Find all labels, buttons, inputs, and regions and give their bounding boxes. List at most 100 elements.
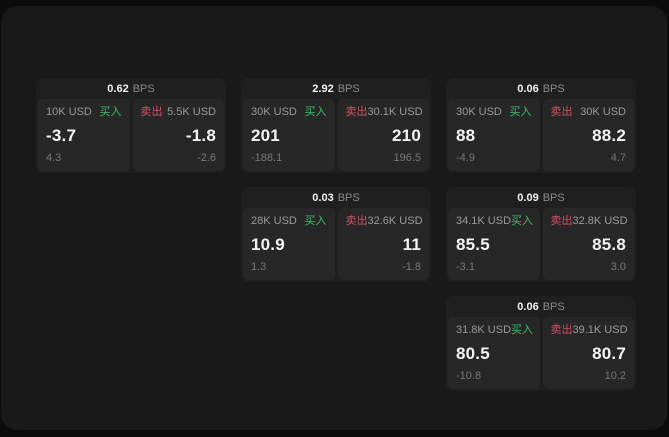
sell-top-row: 卖出 5.5K USD — [141, 106, 217, 119]
buy-side-label: 买入 — [99, 106, 122, 118]
buy-delta: -10.8 — [456, 370, 482, 382]
sell-side-label: 卖出 — [345, 106, 368, 118]
buy-delta: 1.3 — [251, 261, 267, 273]
buy-price: 10.9 — [251, 234, 285, 254]
buy-top-row: 30K USD 买入 — [251, 106, 327, 119]
bps-quote-card: 0.62 BPS 10K USD 买入 -3.7 4.3 卖出 5.5K USD… — [36, 78, 226, 173]
card-body: 31.8K USD 买入 80.5 -10.8 卖出 39.1K USD 80.… — [448, 317, 634, 389]
buy-notional: 34.1K USD — [456, 215, 512, 227]
card-header: 0.62 BPS — [38, 80, 224, 99]
quote-grid: 0.62 BPS 10K USD 买入 -3.7 4.3 卖出 5.5K USD… — [36, 78, 636, 391]
bps-value: 0.09 — [517, 192, 539, 204]
sell-price: 80.7 — [592, 343, 626, 363]
bps-unit-label: BPS — [337, 192, 360, 204]
buy-quote-panel[interactable]: 28K USD 买入 10.9 1.3 — [243, 208, 335, 280]
buy-notional: 31.8K USD — [456, 324, 512, 336]
bps-unit-label: BPS — [337, 83, 360, 95]
bps-unit-label: BPS — [132, 83, 155, 95]
sell-quote-panel[interactable]: 卖出 32.6K USD 11 -1.8 — [337, 208, 429, 280]
bps-quote-card: 2.92 BPS 30K USD 买入 201 -188.1 卖出 30.1K … — [241, 78, 431, 173]
bps-unit-label: BPS — [542, 83, 565, 95]
card-body: 28K USD 买入 10.9 1.3 卖出 32.6K USD 11 -1.8 — [243, 208, 429, 280]
sell-notional: 5.5K USD — [167, 106, 216, 118]
card-header: 0.06 BPS — [448, 80, 634, 99]
sell-top-row: 卖出 39.1K USD — [550, 324, 628, 337]
sell-quote-panel[interactable]: 卖出 39.1K USD 80.7 10.2 — [542, 317, 634, 389]
buy-notional: 30K USD — [456, 106, 502, 118]
buy-top-row: 28K USD 买入 — [251, 215, 327, 228]
bps-quote-card: 0.03 BPS 28K USD 买入 10.9 1.3 卖出 32.6K US… — [241, 187, 431, 282]
sell-top-row: 卖出 30.1K USD — [345, 106, 423, 119]
bps-quote-card: 0.09 BPS 34.1K USD 买入 85.5 -3.1 卖出 32.8K… — [446, 187, 636, 282]
buy-notional: 28K USD — [251, 215, 297, 227]
sell-notional: 32.6K USD — [367, 215, 423, 227]
sell-quote-panel[interactable]: 卖出 32.8K USD 85.8 3.0 — [542, 208, 634, 280]
buy-quote-panel[interactable]: 30K USD 买入 201 -188.1 — [243, 99, 335, 171]
sell-side-label: 卖出 — [345, 215, 368, 227]
buy-side-label: 买入 — [304, 106, 327, 118]
buy-top-row: 31.8K USD 买入 — [456, 324, 534, 337]
buy-delta: -4.9 — [456, 152, 475, 164]
sell-notional: 32.8K USD — [572, 215, 628, 227]
buy-price: 88 — [456, 125, 476, 145]
sell-price: 210 — [392, 125, 421, 145]
bps-value: 0.03 — [312, 192, 334, 204]
sell-notional: 39.1K USD — [572, 324, 628, 336]
sell-delta: 3.0 — [610, 261, 626, 273]
buy-delta: -3.1 — [456, 261, 475, 273]
buy-side-label: 买入 — [511, 324, 534, 336]
buy-delta: 4.3 — [46, 152, 62, 164]
sell-price: -1.8 — [185, 125, 216, 145]
buy-side-label: 买入 — [511, 215, 534, 227]
buy-top-row: 30K USD 买入 — [456, 106, 532, 119]
buy-top-row: 10K USD 买入 — [46, 106, 122, 119]
sell-delta: 4.7 — [610, 152, 626, 164]
sell-quote-panel[interactable]: 卖出 30K USD 88.2 4.7 — [542, 99, 634, 171]
bps-unit-label: BPS — [542, 192, 565, 204]
bps-value: 0.06 — [517, 83, 539, 95]
sell-delta: 196.5 — [393, 152, 421, 164]
card-body: 30K USD 买入 201 -188.1 卖出 30.1K USD 210 1… — [243, 99, 429, 171]
sell-quote-panel[interactable]: 卖出 5.5K USD -1.8 -2.6 — [132, 99, 224, 171]
sell-top-row: 卖出 32.6K USD — [345, 215, 423, 228]
sell-side-label: 卖出 — [550, 106, 573, 118]
sell-quote-panel[interactable]: 卖出 30.1K USD 210 196.5 — [337, 99, 429, 171]
sell-price: 85.8 — [592, 234, 626, 254]
card-header: 0.03 BPS — [243, 189, 429, 208]
bps-unit-label: BPS — [542, 301, 565, 313]
sell-top-row: 卖出 30K USD — [551, 106, 627, 119]
card-body: 34.1K USD 买入 85.5 -3.1 卖出 32.8K USD 85.8… — [448, 208, 634, 280]
card-body: 10K USD 买入 -3.7 4.3 卖出 5.5K USD -1.8 -2.… — [38, 99, 224, 171]
buy-side-label: 买入 — [509, 106, 532, 118]
bps-value: 2.92 — [312, 83, 334, 95]
buy-quote-panel[interactable]: 31.8K USD 买入 80.5 -10.8 — [448, 317, 540, 389]
quotes-panel: 0.62 BPS 10K USD 买入 -3.7 4.3 卖出 5.5K USD… — [1, 6, 667, 430]
bps-value: 0.06 — [517, 301, 539, 313]
buy-notional: 30K USD — [251, 106, 297, 118]
buy-price: 201 — [251, 125, 280, 145]
buy-side-label: 买入 — [304, 215, 327, 227]
buy-delta: -188.1 — [251, 152, 283, 164]
sell-side-label: 卖出 — [140, 106, 163, 118]
sell-delta: -2.6 — [197, 152, 216, 164]
card-header: 0.06 BPS — [448, 298, 634, 317]
buy-price: -3.7 — [46, 125, 77, 145]
sell-side-label: 卖出 — [550, 324, 573, 336]
sell-delta: 10.2 — [604, 370, 626, 382]
buy-price: 80.5 — [456, 343, 490, 363]
buy-notional: 10K USD — [46, 106, 92, 118]
card-header: 0.09 BPS — [448, 189, 634, 208]
buy-top-row: 34.1K USD 买入 — [456, 215, 534, 228]
sell-price: 11 — [402, 234, 421, 254]
sell-notional: 30K USD — [580, 106, 626, 118]
sell-notional: 30.1K USD — [367, 106, 423, 118]
bps-quote-card: 0.06 BPS 30K USD 买入 88 -4.9 卖出 30K USD 8… — [446, 78, 636, 173]
bps-value: 0.62 — [107, 83, 129, 95]
buy-quote-panel[interactable]: 30K USD 买入 88 -4.9 — [448, 99, 540, 171]
sell-price: 88.2 — [592, 125, 626, 145]
buy-quote-panel[interactable]: 10K USD 买入 -3.7 4.3 — [38, 99, 130, 171]
sell-top-row: 卖出 32.8K USD — [551, 215, 628, 228]
buy-quote-panel[interactable]: 34.1K USD 买入 85.5 -3.1 — [448, 208, 540, 280]
card-header: 2.92 BPS — [243, 80, 429, 99]
bps-quote-card: 0.06 BPS 31.8K USD 买入 80.5 -10.8 卖出 39.1… — [446, 296, 636, 391]
